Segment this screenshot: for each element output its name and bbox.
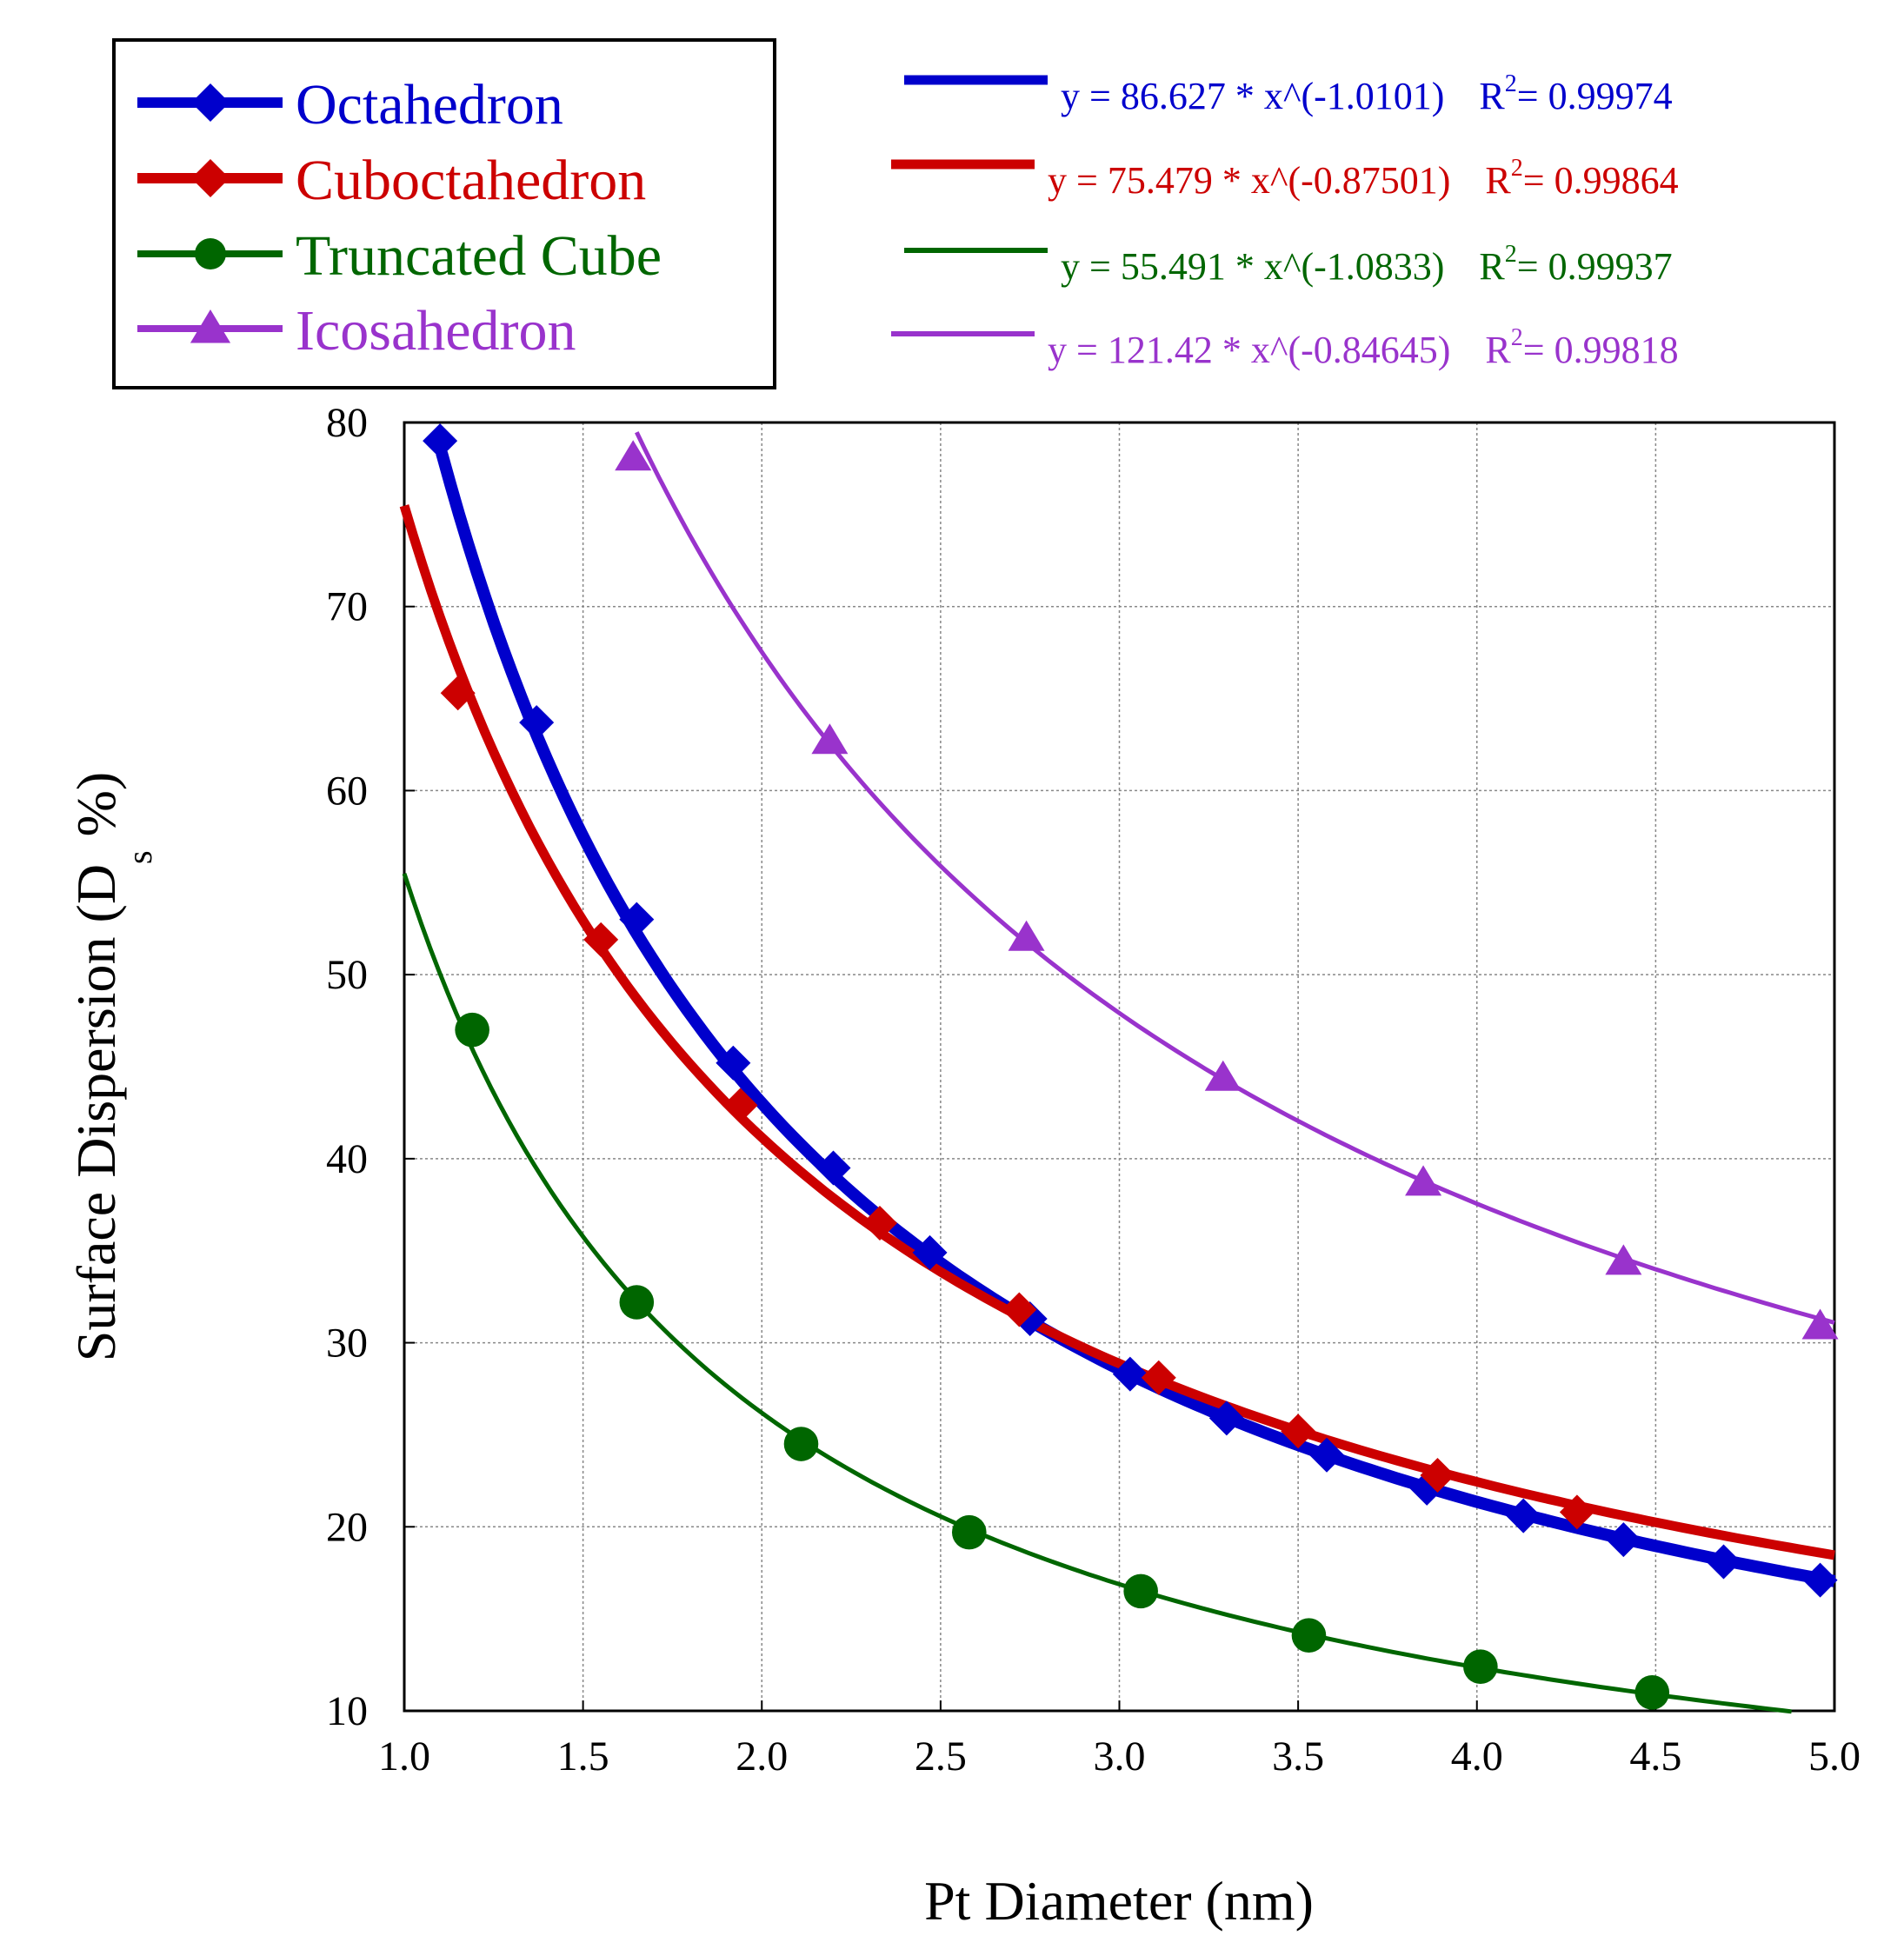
cuboctahedron-data-point (440, 675, 476, 711)
truncated-cube-data-point (783, 1427, 819, 1461)
cuboctahedron-data-point (862, 1205, 897, 1241)
octahedron-data-point (716, 1045, 751, 1081)
truncated-cube-data-point (1123, 1573, 1158, 1609)
truncated-cube-data-point (1634, 1675, 1670, 1710)
truncated-cube-data-point (1291, 1618, 1327, 1653)
y-tick-label: 70 (326, 584, 368, 630)
octahedron-data-point (519, 705, 555, 741)
x-axis-title: Pt Diameter (nm) (924, 1870, 1314, 1932)
legend-label-octahedron: Octahedron (296, 73, 563, 136)
cuboctahedron-data-point (722, 1088, 758, 1123)
x-tick-label: 2.0 (736, 1733, 788, 1780)
y-tick-label: 30 (326, 1321, 368, 1367)
octahedron-data-point (1706, 1544, 1741, 1580)
icosahedron-data-point (811, 723, 849, 755)
x-tick-label: 4.5 (1629, 1733, 1681, 1780)
octahedron-data-point (912, 1234, 948, 1270)
legend-label-truncated-cube: Truncated Cube (296, 224, 662, 288)
grid (404, 422, 1834, 1711)
fit-equation-icosahedron: y = 121.42 * x^(-0.84645) R2= 0.99818 (1048, 324, 1679, 371)
icosahedron-data-point (1405, 1165, 1442, 1196)
y-axis-title-end: %) (65, 772, 127, 851)
axis-ticks: 1.0 1.5 2.0 2.5 3.0 3.5 4.0 4.5 5.0 10 20 30 40 50 60 7… (326, 400, 1861, 1780)
cuboctahedron-data-point (583, 921, 619, 957)
octahedron-data-point (619, 901, 655, 937)
cuboctahedron-data-point (1002, 1292, 1037, 1327)
cuboctahedron-data-point (1559, 1494, 1594, 1530)
y-axis-title: Surface Dispersion (Ds %) (65, 772, 159, 1361)
cuboctahedron-fit-curve (399, 504, 1835, 1560)
legend-label-cuboctahedron: Cuboctahedron (296, 149, 646, 212)
octahedron-data-point (1208, 1400, 1244, 1436)
x-tick-label: 5.0 (1808, 1733, 1861, 1780)
data-markers (423, 423, 1839, 1710)
truncated-cube-data-point (619, 1285, 655, 1320)
legend-marker-cuboctahedron (191, 159, 230, 197)
octahedron-data-point (1506, 1498, 1541, 1534)
truncated-cube-data-point (951, 1514, 987, 1550)
y-tick-label: 80 (326, 400, 368, 446)
cuboctahedron-data-point (1141, 1360, 1176, 1395)
octahedron-data-point (1606, 1522, 1641, 1558)
fit-equation-truncated-cube: y = 55.491 * x^(-1.0833) R2= 0.99937 (1061, 241, 1673, 288)
x-tick-label: 1.0 (378, 1733, 430, 1780)
legend: Octahedron Cuboctahedron Truncated Cube Ico… (112, 38, 776, 389)
legend-marker-truncated-cube (195, 238, 226, 269)
icosahedron-data-point (615, 440, 652, 471)
icosahedron-data-point (1204, 1060, 1242, 1091)
x-tick-label: 2.5 (915, 1733, 967, 1780)
legend-marker-octahedron (191, 83, 230, 122)
legend-marker-icosahedron (190, 309, 231, 343)
fit-equation-octahedron: y = 86.627 * x^(-1.0101) R2= 0.99974 (1061, 70, 1673, 117)
y-axis-title-subscript: s (120, 850, 159, 864)
y-axis-title-main: Surface Dispersion (D (65, 864, 127, 1361)
fit-equation-cuboctahedron: y = 75.479 * x^(-0.87501) R2= 0.99864 (1048, 155, 1679, 202)
icosahedron-data-point (1801, 1308, 1839, 1340)
octahedron-data-point (1309, 1437, 1345, 1473)
x-tick-label: 4.0 (1451, 1733, 1503, 1780)
truncated-cube-data-point (455, 1012, 489, 1048)
y-tick-label: 50 (326, 952, 368, 998)
cuboctahedron-data-point (1420, 1458, 1455, 1494)
octahedron-data-point (816, 1150, 851, 1186)
fit-equations-legend: y = 86.627 * x^(-1.0101) R2= 0.99974 y = 7… (891, 70, 1679, 371)
y-tick-label: 40 (326, 1136, 368, 1182)
x-tick-label: 1.5 (557, 1733, 609, 1780)
legend-label-icosahedron: Icosahedron (296, 299, 576, 363)
y-tick-label: 60 (326, 768, 368, 814)
icosahedron-data-point (1605, 1244, 1642, 1275)
y-tick-label: 20 (326, 1504, 368, 1550)
x-tick-label: 3.5 (1272, 1733, 1324, 1780)
icosahedron-data-point (1008, 920, 1045, 951)
octahedron-data-point (1802, 1562, 1838, 1598)
x-tick-label: 3.0 (1094, 1733, 1146, 1780)
octahedron-data-point (1112, 1356, 1148, 1392)
octahedron-data-point (423, 423, 458, 459)
truncated-cube-data-point (1463, 1649, 1498, 1684)
y-tick-label: 10 (326, 1688, 368, 1734)
cuboctahedron-data-point (1281, 1414, 1316, 1449)
